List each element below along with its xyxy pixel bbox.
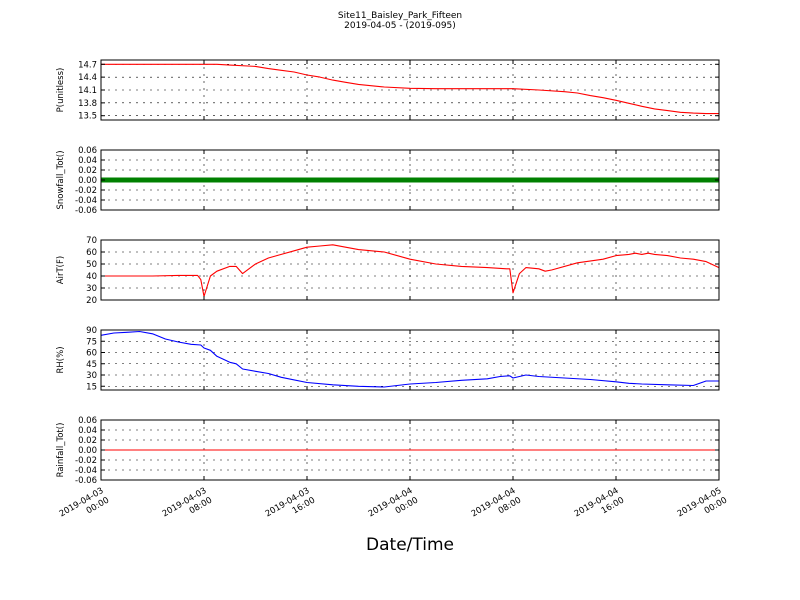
- series-line: [101, 63, 719, 115]
- y-tick-label: 0.04: [78, 426, 97, 436]
- y-tick-label: 0.00: [78, 176, 97, 186]
- y-tick-label: 60: [86, 349, 97, 359]
- y-tick-label: 14.7: [78, 60, 97, 70]
- y-tick-label: 0.02: [78, 166, 97, 176]
- y-tick-label: -0.06: [75, 206, 97, 216]
- y-tick-label: -0.02: [75, 456, 97, 466]
- series-line: [100, 330, 719, 388]
- y-tick-label: 50: [86, 260, 97, 270]
- y-tick-label: 30: [86, 371, 97, 381]
- y-axis-label: Rainfall_Tot(): [56, 423, 66, 478]
- panel-3: 20 30 40 50 60 70 AirT(F): [56, 236, 720, 306]
- y-axis-label: AirT(F): [56, 256, 66, 284]
- y-tick-label: 90: [86, 326, 97, 336]
- panel-5: -0.06-0.04-0.020.000.020.040.06 Rainfall_…: [56, 416, 720, 486]
- y-tick-label: 0.02: [78, 436, 97, 446]
- y-tick-label: 0.06: [78, 146, 97, 156]
- y-axis-label: Snowfall_Tot(): [56, 150, 66, 209]
- y-tick-label: 30: [86, 284, 97, 294]
- y-tick-label: -0.02: [75, 186, 97, 196]
- y-tick-label: 15: [86, 382, 97, 392]
- panel-1: 13.5 13.8 14.1 14.4 14.7 P(unitless): [56, 59, 720, 122]
- y-tick-label: 40: [86, 272, 97, 282]
- y-tick-label: 60: [86, 248, 97, 258]
- y-tick-label: 0.06: [78, 416, 97, 426]
- y-tick-label: -0.04: [75, 196, 97, 206]
- y-tick-label: 13.8: [78, 99, 97, 109]
- y-tick-label: -0.06: [75, 476, 97, 486]
- figure-subtitle: 2019-04-05 - (2019-095): [344, 21, 456, 31]
- y-tick-label: 75: [86, 337, 97, 347]
- y-tick-label: 45: [86, 360, 97, 370]
- figure-title: Site11_Baisley_Park_Fifteen: [337, 11, 463, 21]
- y-tick-label: 13.5: [78, 112, 97, 122]
- y-tick-label: 0.04: [78, 156, 97, 166]
- y-tick-label: 0.00: [78, 446, 97, 456]
- x-axis-label: Date/Time: [366, 535, 454, 555]
- y-axis-label: P(unitless): [56, 68, 66, 113]
- y-tick-label: 70: [86, 236, 97, 246]
- series-line: [101, 244, 720, 297]
- y-tick-label: 14.1: [78, 86, 97, 96]
- panel-2: -0.06-0.04-0.020.000.020.040.06 Snowfall_…: [56, 146, 720, 216]
- y-tick-label: 14.4: [78, 73, 97, 83]
- y-tick-label: -0.04: [75, 466, 97, 476]
- y-tick-label: 20: [86, 296, 97, 306]
- y-axis-label: RH(%): [56, 346, 66, 373]
